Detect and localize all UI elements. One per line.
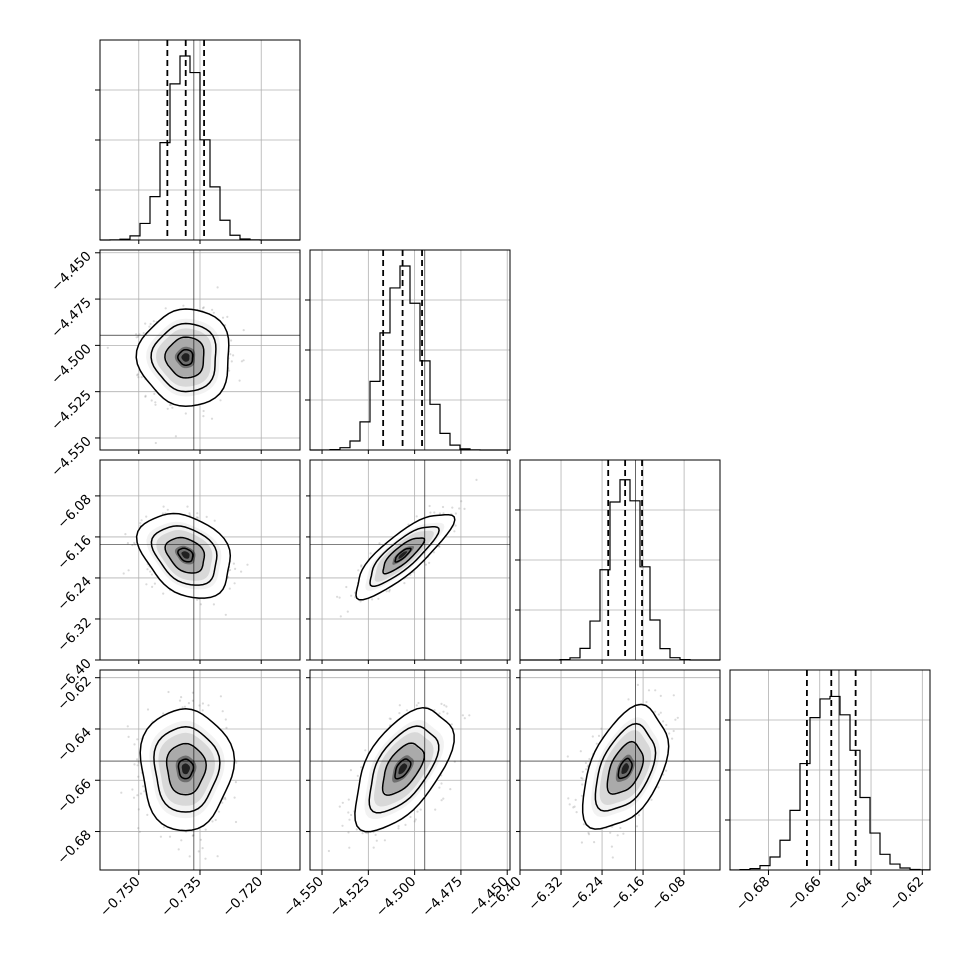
y-tick-label: −4.475 [48,295,95,342]
x-tick-label: −0.68 [733,874,774,915]
contour-3 [165,742,207,796]
y-tick-label: −4.500 [48,341,95,388]
contour-4 [394,758,412,780]
contour-3 [164,536,206,574]
scatter-panel-1-2 [99,249,301,451]
hist-panel-3 [515,459,721,661]
x-tick-label: −4.475 [419,874,466,921]
histogram-2 [309,265,510,451]
x-tick-label: −0.64 [835,874,876,915]
contour-4 [394,547,412,563]
y-tick-label: −6.08 [54,491,95,532]
x-tick-label: −0.66 [784,874,825,915]
contour-4 [177,758,195,780]
y-tick-label: −0.66 [54,776,95,817]
density-level-6 [398,763,408,775]
x-tick-label: −6.24 [566,874,607,915]
density-level-6 [181,763,190,775]
contour-1 [355,513,456,601]
panel-frame [309,459,511,661]
x-tick-label: −6.16 [607,874,648,915]
hist-panel-4 [725,669,931,871]
scatter-panel-2-4 [309,669,511,871]
panel-frame [309,669,511,871]
histogram-3 [520,479,720,661]
x-tick-label: −6.08 [648,874,689,915]
y-tick-label: −6.16 [54,532,95,573]
contour-1 [135,308,230,407]
x-tick-label: −0.62 [887,874,928,915]
contour-2 [594,722,657,812]
histogram-4 [729,695,931,871]
x-tick-label: −4.550 [280,874,327,921]
x-tick-label: −4.525 [327,874,374,921]
x-tick-label: −0.735 [158,874,205,921]
contour-3 [381,742,425,796]
y-tick-label: −6.24 [54,573,95,614]
contour-2 [150,525,218,586]
hist-panel-1 [95,39,301,241]
scatter-panel-1-4 [99,669,301,871]
x-tick-label: −0.720 [219,874,266,921]
density-level-6 [181,551,190,559]
contour-3 [164,336,205,379]
x-tick-label: −4.500 [373,874,420,921]
panel-frame [519,669,721,871]
panel-frame [519,459,721,661]
hist-panel-2 [305,249,511,451]
panel-frame [309,249,511,451]
contour-2 [368,725,440,814]
x-tick-label: −6.32 [525,874,566,915]
contour-2 [153,726,221,813]
contour-1 [139,708,236,832]
y-tick-label: −4.550 [48,433,95,480]
y-tick-label: −0.64 [54,724,95,765]
x-tick-label: −0.750 [97,874,144,921]
contour-3 [382,537,426,575]
scatter-panel-3-4 [519,669,721,871]
y-tick-label: −0.68 [54,827,95,868]
contour-4 [617,757,633,780]
density-level-6 [398,551,408,559]
contour-4 [177,348,194,366]
scatter-panel-2-3 [309,459,511,661]
scatter-panel-1-3 [99,459,301,661]
contour-2 [369,526,440,587]
contour-3 [606,740,645,795]
contour-1 [581,703,670,830]
y-tick-label: −4.525 [48,387,95,434]
contour-1 [354,706,455,833]
contour-2 [150,322,217,393]
contour-1 [135,512,232,599]
y-tick-label: −6.32 [54,614,95,655]
contour-4 [177,547,194,563]
density-level-6 [621,763,629,774]
density-level-6 [181,353,190,362]
y-tick-label: −4.450 [48,248,95,295]
panel-frame [729,669,931,871]
